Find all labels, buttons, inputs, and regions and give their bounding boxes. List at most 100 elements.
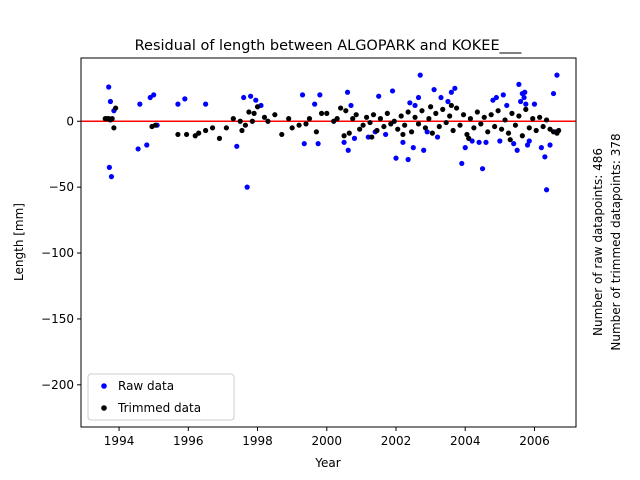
raw-data-point [351, 135, 358, 141]
raw-data-point [483, 139, 489, 145]
trimmed-data-point [289, 125, 295, 131]
y-tick-label: −100 [41, 246, 74, 260]
y-tick-label: 0 [66, 114, 74, 128]
raw-data-point [421, 147, 427, 153]
trimmed-data-point [398, 113, 404, 119]
trimmed-data-point [296, 122, 302, 128]
trimmed-data-point [408, 129, 415, 135]
raw-data-point [405, 156, 411, 163]
trimmed-data-point [254, 104, 261, 110]
raw-data-point [182, 96, 188, 102]
raw-data-point [301, 141, 307, 147]
raw-data-point [434, 134, 441, 140]
x-axis-label: Year [314, 456, 340, 470]
trimmed-data-point [209, 125, 216, 131]
raw-data-point [547, 142, 553, 148]
legend-trimmed-label: Trimmed data [117, 401, 201, 415]
trimmed-data-point [251, 110, 257, 116]
trimmed-data-point [512, 122, 519, 128]
trimmed-data-point [261, 114, 268, 120]
trimmed-data-point [391, 118, 397, 124]
trimmed-data-point [303, 121, 309, 127]
plot-background [81, 58, 576, 427]
trimmed-data-point [457, 122, 463, 128]
trimmed-data-point [436, 123, 442, 130]
raw-data-point [203, 101, 209, 107]
raw-data-point [497, 138, 503, 144]
raw-data-point [244, 184, 250, 190]
trimmed-data-point [481, 114, 487, 120]
raw-data-point [500, 92, 506, 98]
trimmed-data-point [203, 127, 209, 134]
y-tick-label: −50 [49, 180, 74, 194]
trimmed-data-point [453, 105, 460, 111]
raw-data-point [175, 101, 181, 107]
trimmed-data-point [537, 114, 543, 120]
trimmed-data-point [265, 118, 271, 124]
raw-data-point [531, 101, 538, 107]
trimmed-data-point [183, 131, 190, 138]
raw-data-point [137, 101, 143, 107]
trimmed-data-point [113, 105, 119, 111]
raw-data-point [344, 89, 351, 95]
raw-data-point [493, 94, 499, 101]
plot-frame [80, 57, 577, 428]
raw-data-point [108, 174, 115, 180]
trimmed-data-point [422, 125, 429, 131]
trimmed-data-point [447, 113, 453, 119]
raw-data-point [524, 142, 531, 148]
trimmed-data-point [152, 122, 159, 128]
trimmed-data-point [502, 117, 508, 123]
trimmed-data-point [530, 116, 536, 122]
raw-data-point [151, 92, 157, 98]
trimmed-data-point [474, 109, 480, 115]
x-tick-label: 2002 [381, 434, 412, 448]
raw-data-point [107, 98, 114, 105]
trimmed-data-point [279, 131, 285, 138]
trimmed-data-point [395, 126, 401, 132]
raw-data-point [543, 187, 550, 193]
raw-data-point [412, 102, 418, 109]
trimmed-data-point [405, 109, 411, 115]
raw-data-point [514, 147, 520, 153]
trimmed-data-point [175, 131, 181, 138]
y-tick-label: −150 [41, 312, 74, 326]
trimmed-data-point [492, 123, 498, 130]
raw-data-point [407, 100, 413, 106]
legend: Raw data Trimmed data [87, 373, 235, 421]
raw-data-point [106, 84, 112, 90]
raw-data-point [417, 72, 423, 78]
trimmed-data-point [370, 112, 377, 118]
trimmed-data-point [216, 135, 223, 141]
trimmed-data-point [400, 131, 406, 138]
plot-area [80, 57, 577, 428]
raw-data-point [523, 101, 529, 107]
raw-data-point [538, 145, 544, 151]
raw-data-point [253, 97, 259, 103]
raw-data-point [445, 98, 451, 105]
raw-data-point [554, 72, 560, 78]
x-tick-label: 2004 [450, 434, 481, 448]
series-raw-data [106, 72, 560, 193]
trimmed-data-point [507, 137, 513, 143]
trimmed-data-point [443, 119, 449, 126]
trimmed-data-point [471, 125, 477, 131]
trimmed-data-point [498, 126, 505, 132]
raw-data-point [542, 154, 548, 160]
raw-data-point [511, 141, 517, 147]
trimmed-data-point [239, 127, 245, 134]
legend-raw-marker [101, 383, 107, 389]
trimmed-data-point [384, 110, 390, 116]
raw-data-point [348, 102, 354, 109]
raw-data-point [462, 145, 468, 151]
side-annotation: Number of raw datapoints: 486 Number of … [591, 133, 623, 350]
raw-data-point [424, 129, 430, 135]
x-tick-label: 2000 [311, 434, 342, 448]
y-axis-ticks: 0 −50 −100 −150 −200 [41, 114, 81, 392]
trimmed-data-point [523, 106, 529, 112]
legend-box [87, 373, 235, 421]
raw-data-point [312, 101, 318, 107]
raw-data-point [479, 166, 486, 172]
trimmed-data-point [505, 130, 512, 136]
